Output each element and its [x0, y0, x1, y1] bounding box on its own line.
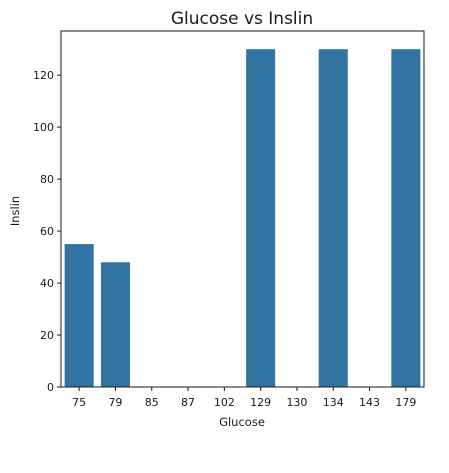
bar-179: [391, 49, 421, 387]
x-tick-label: 75: [72, 396, 86, 409]
x-tick-label: 134: [323, 396, 344, 409]
x-tick-label: 79: [108, 396, 122, 409]
bar-129: [246, 49, 276, 387]
chart-title: Glucose vs Inslin: [171, 9, 313, 29]
plot-frame: [60, 30, 425, 388]
y-tick-label: 20: [40, 329, 54, 342]
y-tick-label: 60: [40, 225, 54, 238]
x-tick-label: 85: [145, 396, 159, 409]
y-tick-label: 40: [40, 277, 54, 290]
y-tick-label: 0: [47, 381, 54, 394]
x-tick-label: 87: [181, 396, 195, 409]
bar-134: [318, 49, 348, 387]
x-tick-label: 179: [395, 396, 416, 409]
y-tick-label: 120: [33, 69, 54, 82]
bar-75: [64, 244, 94, 387]
x-tick-label: 102: [214, 396, 235, 409]
y-tick-label: 100: [33, 121, 54, 134]
x-tick-label: 143: [359, 396, 380, 409]
x-axis-label: Glucose: [219, 415, 265, 429]
y-tick-label: 80: [40, 173, 54, 186]
x-tick-label: 130: [286, 396, 307, 409]
x-tick-label: 129: [250, 396, 271, 409]
y-axis-label: Inslin: [8, 196, 22, 226]
x-axis-ticks: 75 79 85 87 102 129 130 134 143 179: [72, 387, 416, 409]
bar-79: [100, 262, 130, 387]
y-axis-ticks: 0 20 40 60 80 100 120: [33, 69, 61, 394]
plot-area: [64, 49, 421, 387]
